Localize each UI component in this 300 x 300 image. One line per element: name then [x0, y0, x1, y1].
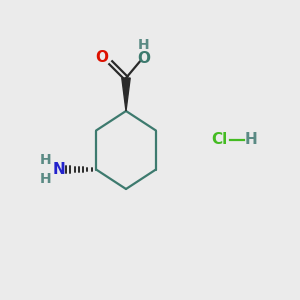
- Text: H: H: [244, 132, 257, 147]
- Text: H: H: [138, 38, 150, 52]
- Text: H: H: [40, 153, 52, 166]
- Text: H: H: [40, 172, 52, 186]
- Text: O: O: [137, 51, 150, 66]
- Text: O: O: [95, 50, 108, 65]
- Text: N: N: [53, 162, 66, 177]
- Text: Cl: Cl: [211, 132, 227, 147]
- Polygon shape: [122, 78, 130, 111]
